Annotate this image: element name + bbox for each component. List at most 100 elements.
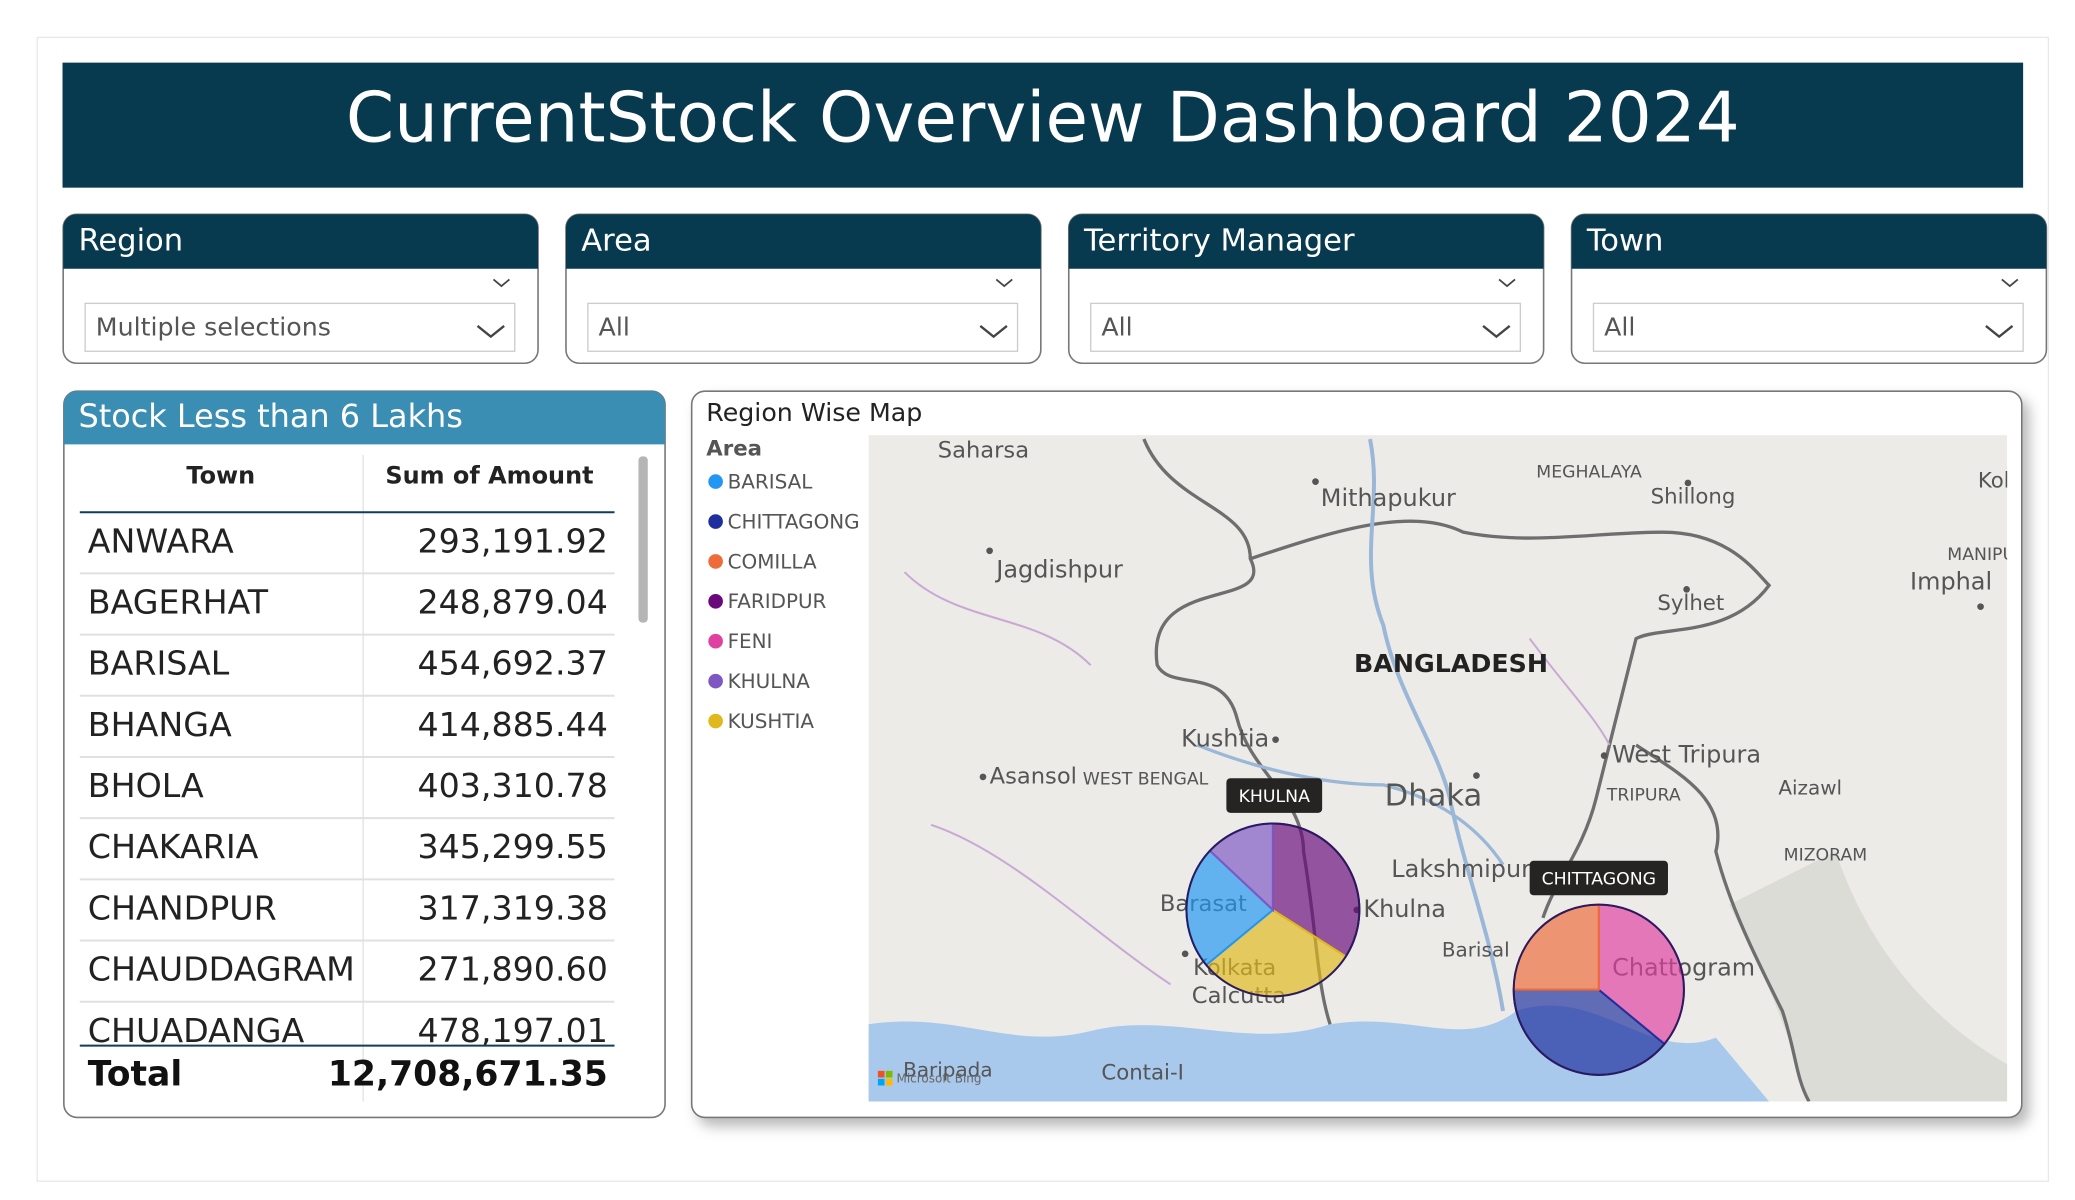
scrollbar[interactable] [638,456,648,623]
legend-swatch [708,594,723,609]
place-label: Aizawl [1778,775,1842,799]
river [1196,743,1505,866]
place-label: Asansol [990,763,1077,789]
city-dot [1473,772,1480,779]
legend-label: COMILLA [728,549,817,573]
slicer-value[interactable]: All [599,313,630,342]
legend-label: FARIDPUR [728,589,827,613]
row-town: BARISAL [88,644,230,683]
bing-logo [885,1070,893,1078]
bing-logo [885,1078,893,1086]
pie-label-box [1226,778,1323,813]
pie[interactable] [1185,822,1361,998]
legend-swatch [708,474,723,489]
slicer-dropdown[interactable] [1592,302,2024,352]
dashboard-title: CurrentStock Overview Dashboard 2024 [346,79,1740,159]
city-dot [1683,586,1690,593]
row-amount: 403,310.78 [417,766,607,805]
row-amount: 414,885.44 [417,705,607,744]
place-label: Kohima [1978,469,2057,494]
legend: BARISAL CHITTAGONG COMILLA FARIDPUR FENI KHUL… [708,469,860,733]
place-label: Lakshmipur [1391,855,1531,883]
city-dot [1312,478,1319,485]
city-dot [1600,752,1608,759]
border [1635,743,1811,1102]
bing-logo [877,1078,885,1086]
slicer-dropdown[interactable] [1090,302,1522,352]
city-dot [1684,479,1692,487]
row-town: BHOLA [88,766,204,805]
place-label: Barisal [1442,938,1510,962]
row-amount: 293,191.92 [417,521,607,560]
column-header: Town [186,461,255,489]
slicer-header [565,214,1041,269]
map: Saharsa Mithapukur MEGHALAYA Shillong Kohima… [868,435,2057,1102]
legend-label: FENI [728,629,773,653]
total-label: Total [88,1055,182,1095]
border [1249,519,1772,919]
place-label: Sylhet [1657,591,1724,616]
row-town: BAGERHAT [88,582,269,621]
row-town: CHAKARIA [88,827,259,866]
slicer-header [1068,214,1544,269]
place-label: Imphal [1910,568,1992,596]
river [1368,438,1506,1012]
city-dot [1181,950,1189,958]
header-bar [62,62,2024,188]
place-label: MANIPUR [1947,545,2027,565]
slicer-title: Territory Manager [1083,224,1355,259]
slicer-value[interactable]: All [1101,313,1132,342]
slicer-header [1571,214,2047,269]
slicer-title: Area [581,224,651,259]
row-town: BHANGA [88,705,232,744]
table-rows: ANWARA 293,191.92 BAGERHAT 248,879.04 BARISA… [79,521,615,1050]
row-town: CHANDPUR [88,888,277,927]
slicer-title: Region [78,224,183,259]
place-label: Jagdishpur [994,556,1123,584]
place-label: Kushtia [1181,725,1269,753]
row-amount: 248,879.04 [417,582,607,621]
bing-logo [877,1070,885,1078]
slicer: Town All [1570,213,2048,365]
city-dot [979,773,987,781]
slicer-value[interactable]: All [1604,313,1635,342]
row-town: CHUADANGA [88,1011,305,1050]
canvas-border [36,36,2050,1182]
place-label: Saharsa [938,438,1029,464]
place-label: Dhaka [1385,778,1483,813]
slicer-dropdown[interactable] [587,302,1019,352]
chevron [979,325,1008,339]
pie-outline [1185,822,1361,998]
row-amount: 345,299.55 [417,827,607,866]
row-amount: 271,890.60 [417,950,607,989]
slicer-dropdown[interactable] [84,302,516,352]
legend-label: BARISAL [728,469,813,493]
pie-label: KHULNA [1239,787,1311,807]
table-title: Stock Less than 6 Lakhs [78,397,462,435]
slicer: Region Multiple selections [62,213,539,365]
legend-swatch [708,673,723,689]
legend-swatch [708,633,723,649]
row-amount: 317,319.38 [417,888,607,927]
chevron [1985,325,2014,339]
slicer-value[interactable]: Multiple selections [96,313,331,342]
city-dot [1977,603,1984,610]
table-card: Stock Less than 6 Lakhs Town Sum of Amou… [63,390,666,1119]
slicer-header [63,214,539,269]
slicer: Area All [565,213,1042,365]
row-amount: 454,692.37 [417,644,607,683]
legend-label: KUSHTIA [728,709,815,733]
chevron [2001,278,2019,288]
place-label: Contai-I [1101,1061,1184,1086]
map-card: Region Wise Map Area BARISAL CHITTAGONG CO… [690,390,2057,1119]
column-header: Sum of Amount [385,461,593,489]
pie[interactable] [1512,903,1685,1076]
slicers: Region Multiple selections Area All Territor… [62,213,2048,365]
table-header [63,391,666,445]
pie-label: CHITTAGONG [1542,869,1656,889]
legend-swatch [708,713,723,729]
place-label: WEST BENGAL [1083,770,1209,790]
row-town: CHAUDDAGRAM [88,950,355,989]
